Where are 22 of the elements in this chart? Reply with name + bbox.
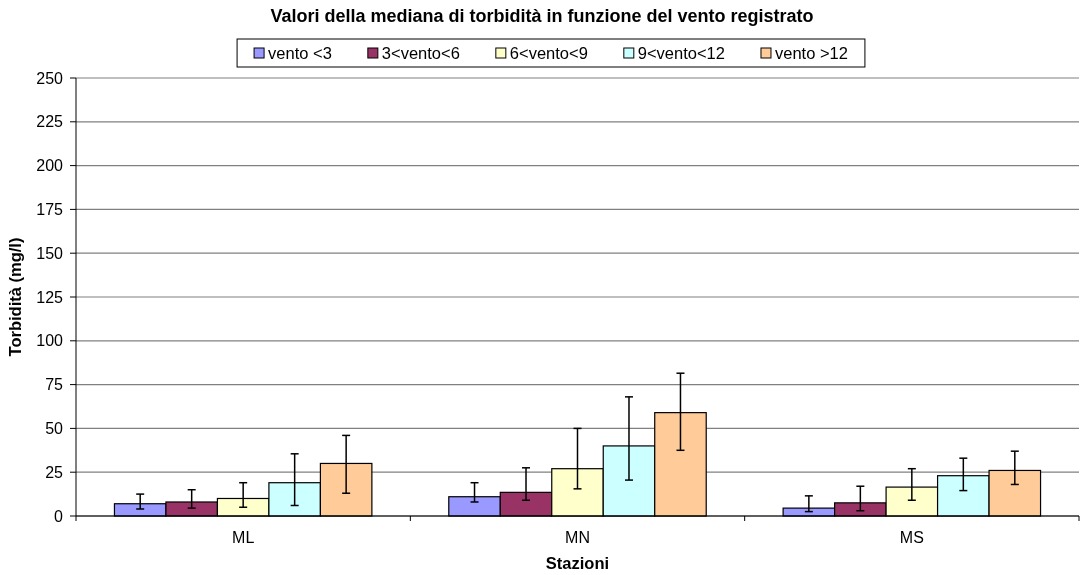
legend-label: 9<vento<12 xyxy=(637,43,725,62)
y-tick-label: 175 xyxy=(36,201,64,218)
y-tick-label: 50 xyxy=(45,420,64,437)
x-axis-title: Stazioni xyxy=(545,554,610,572)
x-tick-label: ML xyxy=(232,529,255,546)
y-tick-label: 25 xyxy=(45,463,64,481)
x-tick-label: MN xyxy=(565,529,590,546)
y-tick-label: 125 xyxy=(36,288,64,306)
y-axis-title: Torbidità (mg/l) xyxy=(6,237,24,357)
x-tick-label: MS xyxy=(899,529,924,546)
y-tick-label: 0 xyxy=(54,507,64,525)
y-tick-label: 100 xyxy=(36,332,64,350)
y-tick-label: 150 xyxy=(36,244,64,262)
y-tick-label: 250 xyxy=(36,69,64,87)
legend-label: 3<vento<6 xyxy=(381,43,460,62)
chart-title: Valori della mediana di torbidità in funzione del vento registrato xyxy=(270,6,814,26)
legend-label: vento >12 xyxy=(774,43,848,62)
y-tick-label: 75 xyxy=(45,376,64,394)
y-tick-label: 200 xyxy=(36,157,64,175)
legend-label: 6<vento<9 xyxy=(509,43,588,62)
legend-label: vento <3 xyxy=(268,43,332,62)
y-tick-label: 225 xyxy=(36,113,64,131)
